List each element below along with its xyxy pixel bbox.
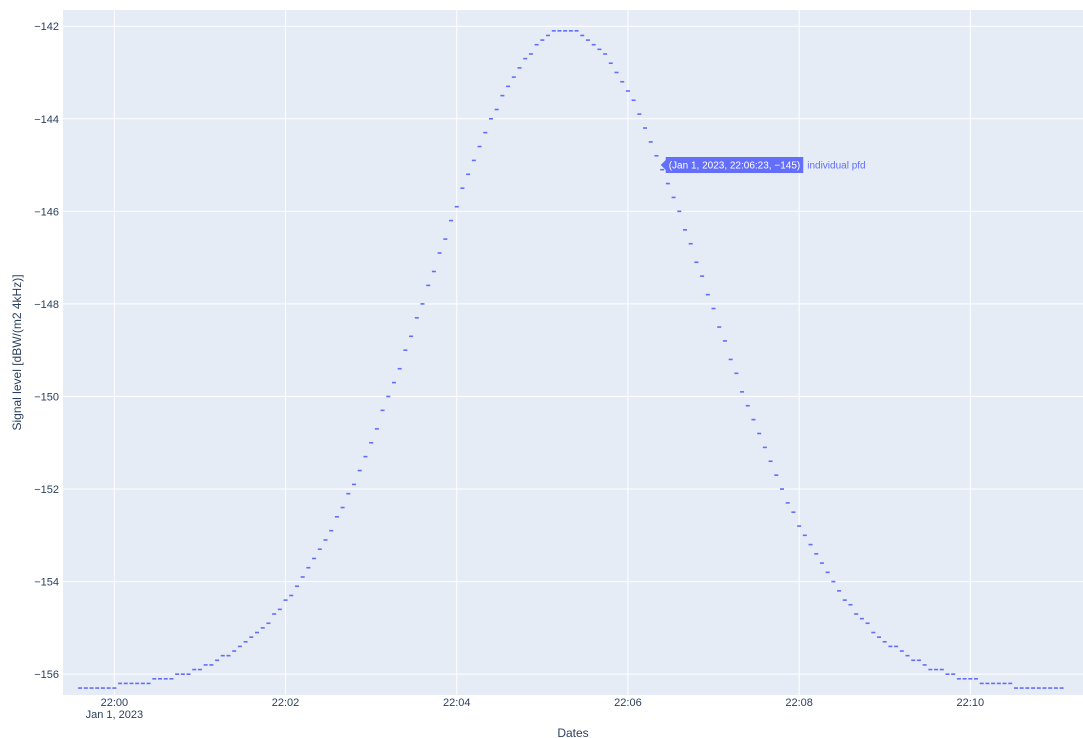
x-gridlines bbox=[113, 10, 971, 695]
y-tick-label: −142 bbox=[34, 21, 59, 33]
y-tick-label: −148 bbox=[34, 299, 59, 311]
y-tick-label: −156 bbox=[34, 669, 59, 681]
y-tick-label: −152 bbox=[34, 484, 59, 496]
x-tick-sublabel: Jan 1, 2023 bbox=[86, 709, 144, 721]
x-tick-label: 22:08 bbox=[785, 697, 813, 709]
plot-area[interactable] bbox=[63, 10, 1083, 695]
hover-tooltip: (Jan 1, 2023, 22:06:23, −145) individual… bbox=[660, 157, 866, 174]
hover-label-text: (Jan 1, 2023, 22:06:23, −145) bbox=[669, 161, 801, 172]
y-gridlines bbox=[63, 25, 1083, 675]
y-tick-label: −154 bbox=[34, 577, 59, 589]
x-tick-label: 22:06 bbox=[614, 697, 642, 709]
x-tick-label: 22:04 bbox=[443, 697, 471, 709]
x-tick-label: 22:10 bbox=[957, 697, 985, 709]
x-axis-title: Dates bbox=[557, 726, 588, 738]
y-tick-label: −150 bbox=[34, 391, 59, 403]
data-points[interactable] bbox=[78, 30, 1064, 689]
y-axis-title: Signal level [dBW/(m2 4kHz)] bbox=[10, 274, 24, 430]
y-tick-label: −146 bbox=[34, 206, 59, 218]
y-axis-ticks: −142 −144 −146 −148 −150 −152 −154 −156 bbox=[34, 21, 59, 681]
y-tick-label: −144 bbox=[34, 114, 59, 126]
hover-label-box bbox=[660, 157, 804, 174]
x-tick-label: 22:02 bbox=[272, 697, 300, 709]
hover-series-name: individual pfd bbox=[807, 161, 865, 172]
x-tick-label: 22:00 bbox=[101, 697, 129, 709]
